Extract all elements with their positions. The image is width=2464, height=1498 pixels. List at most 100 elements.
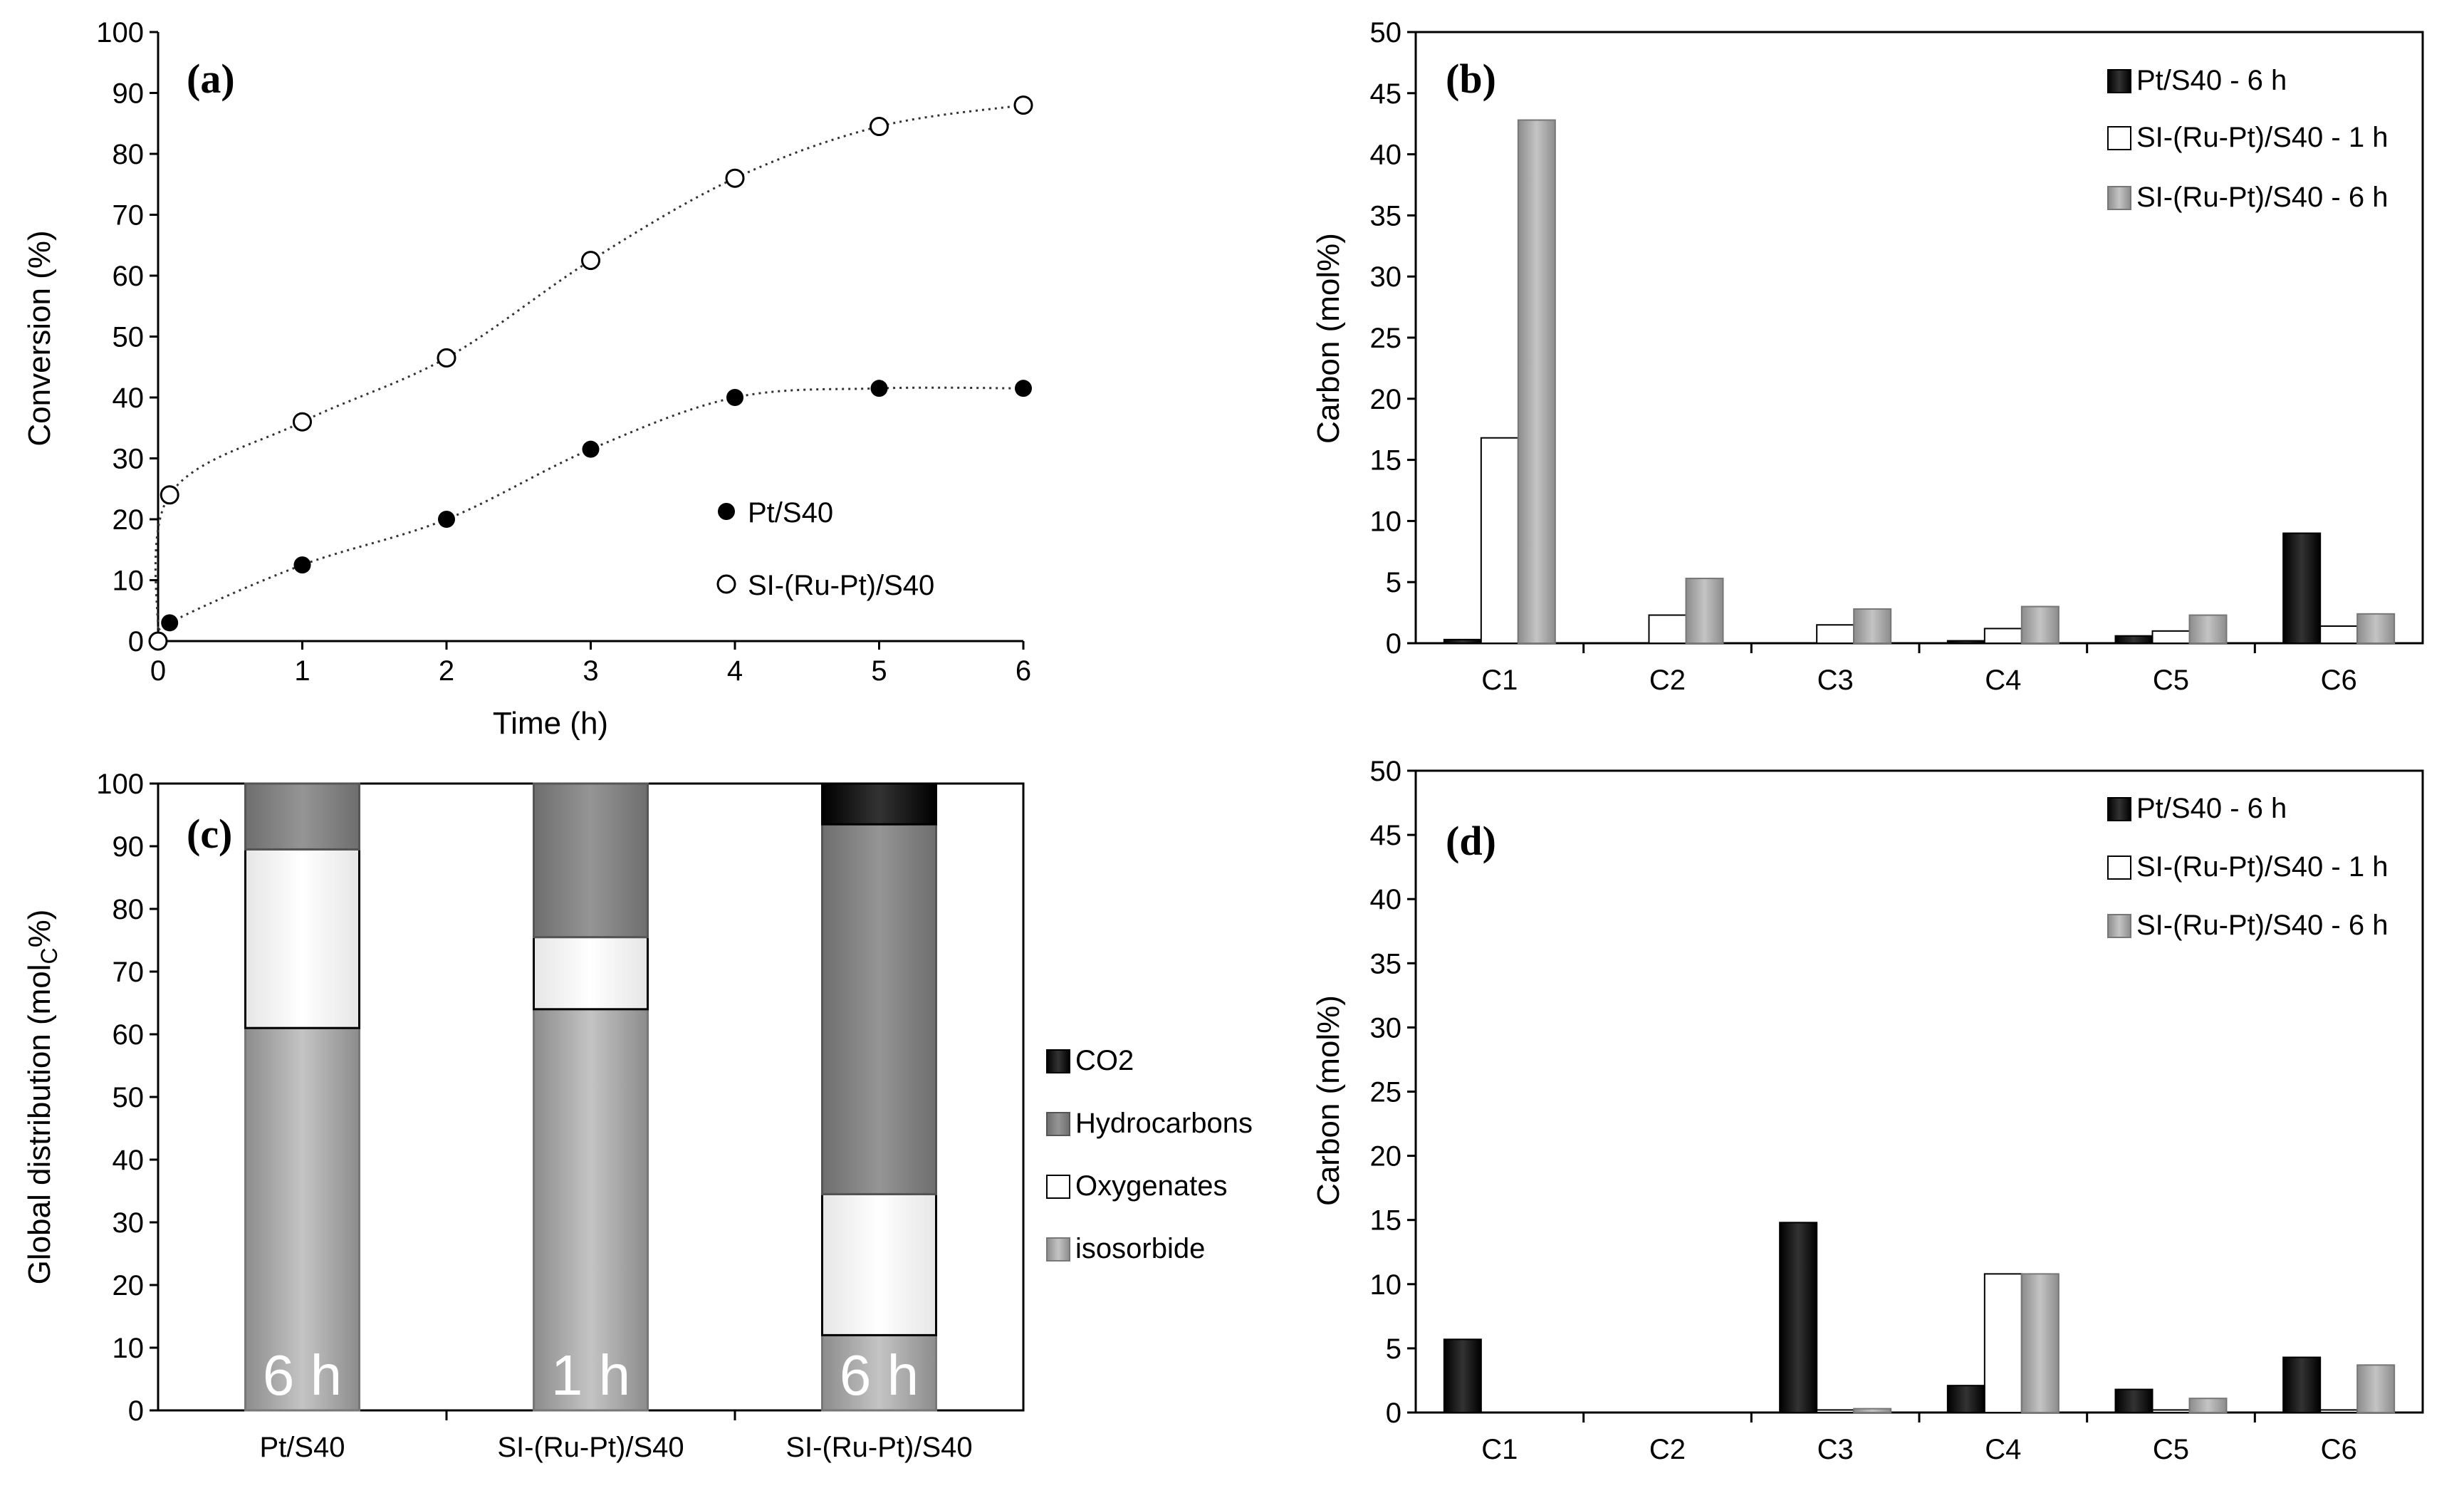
- panel-d-bar-C3-series-2: [1853, 1408, 1892, 1413]
- legend-label-pt-s40: Pt/S40: [748, 497, 833, 529]
- panel-a-point-series-0: [582, 440, 600, 458]
- panel-d-legend: Pt/S40 - 6 h SI-(Ru-Pt)/S40 - 1 h SI-(Ru…: [2107, 793, 2388, 941]
- panel-c-ytick-label: 60: [113, 1019, 145, 1051]
- panel-b-ytick-label: 10: [1370, 506, 1402, 537]
- panel-b-bar-C1-series-2: [1517, 119, 1556, 644]
- panel-a-xtick-label: 3: [583, 655, 598, 687]
- panel-b-legend: Pt/S40 - 6 h SI-(Ru-Pt)/S40 - 1 h SI-(Ru…: [2107, 65, 2388, 213]
- panel-c-ylabel-main: Global distribution (mol: [22, 964, 57, 1284]
- panel-d-bar-C5-series-1: [2151, 1409, 2191, 1413]
- panel-a-point-series-0: [1015, 380, 1032, 397]
- panel-b-carbon-chart: (b) Carbon (mol%) Pt/S40 - 6 h SI-(Ru-Pt…: [1311, 17, 2424, 696]
- legend-swatch-hydrocarbons: [1046, 1112, 1070, 1136]
- panel-d-carbon-chart: (d) Carbon (mol%) Pt/S40 - 6 h SI-(Ru-Pt…: [1311, 756, 2424, 1465]
- panel-b-ytick-label: 25: [1370, 323, 1402, 354]
- legend-swatch-pt-s40-6h-d: [2107, 797, 2131, 821]
- panel-b-category-label: C1: [1481, 665, 1518, 696]
- panel-d-bar-C4-series-2: [2020, 1273, 2060, 1414]
- panel-b-category-label: C6: [2321, 665, 2357, 696]
- panel-b-ytick-label: 50: [1370, 17, 1402, 48]
- panel-c-category-label: SI-(Ru-Pt)/S40: [497, 1432, 684, 1463]
- panel-d-ytick-label: 15: [1370, 1205, 1402, 1237]
- panel-b-ytick-label: 0: [1386, 628, 1401, 660]
- panel-d-ytick-label: 5: [1386, 1333, 1401, 1365]
- panel-a-ytick-label: 70: [113, 200, 145, 232]
- panel-d-ytick-label: 40: [1370, 884, 1402, 915]
- panel-b-ylabel: Carbon (mol%): [1311, 233, 1346, 444]
- panel-a-ytick-label: 0: [128, 626, 144, 657]
- panel-b-bar-C6-series-1: [2319, 625, 2359, 645]
- legend-label-si-ru-pt-s40: SI-(Ru-Pt)/S40: [748, 570, 934, 601]
- panel-b-category-label: C2: [1649, 665, 1686, 696]
- panel-a-ytick-label: 60: [113, 261, 145, 292]
- panel-b-category-label: C4: [1985, 665, 2021, 696]
- panel-b-ytick-label: 40: [1370, 140, 1402, 171]
- panel-a-xtick-label: 4: [727, 655, 743, 687]
- panel-d-category-label: C4: [1985, 1434, 2021, 1465]
- panel-a-trendline-series-0: [154, 386, 1024, 642]
- panel-b-bar-C2-series-1: [1648, 614, 1687, 644]
- panel-c-ytick-label: 30: [113, 1207, 145, 1239]
- legend-swatch-si-6h: [2107, 186, 2131, 210]
- legend-swatch-si-1h: [2107, 126, 2131, 150]
- legend-marker-si-ru-pt-s40: [716, 574, 736, 594]
- panel-d-category-label: C5: [2153, 1434, 2189, 1465]
- panel-c-segment-CO2-2: [821, 782, 937, 826]
- panel-d-label: (d): [1446, 818, 1496, 864]
- panel-c-ytick-label: 50: [113, 1082, 145, 1113]
- panel-c-ylabel-end: %): [22, 910, 57, 948]
- panel-b-bar-C6-series-0: [2282, 532, 2322, 644]
- panel-a-xtick-label: 2: [439, 655, 454, 687]
- panel-d-bar-C3-series-1: [1816, 1409, 1855, 1413]
- panel-a-point-series-1: [293, 412, 312, 432]
- panel-d-ytick-label: 10: [1370, 1269, 1402, 1301]
- panel-b-ytick-label: 20: [1370, 384, 1402, 415]
- panel-c-segment-Oxygenates-1: [533, 936, 649, 1011]
- panel-c-category-label: SI-(Ru-Pt)/S40: [785, 1432, 972, 1463]
- panel-d-ylabel: Carbon (mol%): [1311, 995, 1346, 1206]
- panel-c-legend: CO2 Hydrocarbons Oxygenates isosorbide: [1046, 1045, 1253, 1264]
- panel-c-ytick-label: 10: [113, 1333, 145, 1364]
- panel-d-ytick-label: 35: [1370, 948, 1402, 979]
- panel-d-bar-C4-series-0: [1946, 1385, 1985, 1413]
- panel-b-ytick-label: 30: [1370, 261, 1402, 293]
- panel-c-ytick-label: 90: [113, 831, 145, 863]
- panel-a-point-series-1: [148, 631, 168, 651]
- panel-a-point-series-1: [160, 485, 179, 505]
- panel-c-segment-isosorbide-1: [533, 1008, 649, 1412]
- panel-d-bar-C6-series-1: [2319, 1409, 2359, 1413]
- legend-label-si-1h-d: SI-(Ru-Pt)/S40 - 1 h: [2136, 851, 2388, 883]
- panel-d-category-label: C2: [1649, 1434, 1686, 1465]
- panel-a-conversion-chart: (a) Time (h) Conversion (%) Pt/S40 SI-(R…: [22, 17, 1033, 741]
- legend-label-pt-s40-6h: Pt/S40 - 6 h: [2136, 65, 2287, 96]
- legend-swatch-oxygenates: [1046, 1175, 1070, 1199]
- panel-a-xtick-label: 1: [294, 655, 310, 687]
- panel-c-segment-isosorbide-0: [244, 1026, 360, 1412]
- panel-a-trendline-series-1: [154, 104, 1024, 642]
- legend-swatch-pt-s40-6h: [2107, 69, 2131, 93]
- panel-a-point-series-1: [437, 348, 456, 368]
- panel-b-ytick-label: 15: [1370, 445, 1402, 477]
- panel-c-category-label: Pt/S40: [259, 1432, 345, 1463]
- panel-a-ytick-label: 10: [113, 566, 145, 597]
- panel-d-bar-C3-series-0: [1779, 1222, 1818, 1413]
- panel-d-ytick-label: 0: [1386, 1398, 1401, 1429]
- panel-b-ytick-label: 5: [1386, 567, 1401, 598]
- panel-b-ytick-label: 45: [1370, 78, 1402, 110]
- legend-label-isosorbide: isosorbide: [1075, 1233, 1205, 1264]
- panel-a-ylabel: Conversion (%): [22, 230, 57, 446]
- panel-c-distribution-chart: (c) Global distribution (molC%) CO2 Hydr…: [22, 769, 1253, 1463]
- panel-d-bar-C6-series-2: [2356, 1364, 2396, 1414]
- panel-c-segment-Hydrocarbons-2: [821, 823, 937, 1195]
- panel-a-ytick-label: 40: [113, 383, 145, 414]
- panel-a-label: (a): [187, 56, 235, 102]
- panel-a-ytick-label: 30: [113, 444, 145, 475]
- panel-a-xtick-label: 5: [871, 655, 887, 687]
- panel-c-ytick-label: 70: [113, 957, 145, 988]
- panel-d-bar-C1-series-0: [1443, 1338, 1482, 1414]
- legend-swatch-si-1h-d: [2107, 855, 2131, 880]
- panel-d-ytick-label: 25: [1370, 1077, 1402, 1108]
- panel-c-bar-time-label: 1 h: [551, 1343, 630, 1407]
- panel-b-bar-C5-series-1: [2151, 630, 2191, 645]
